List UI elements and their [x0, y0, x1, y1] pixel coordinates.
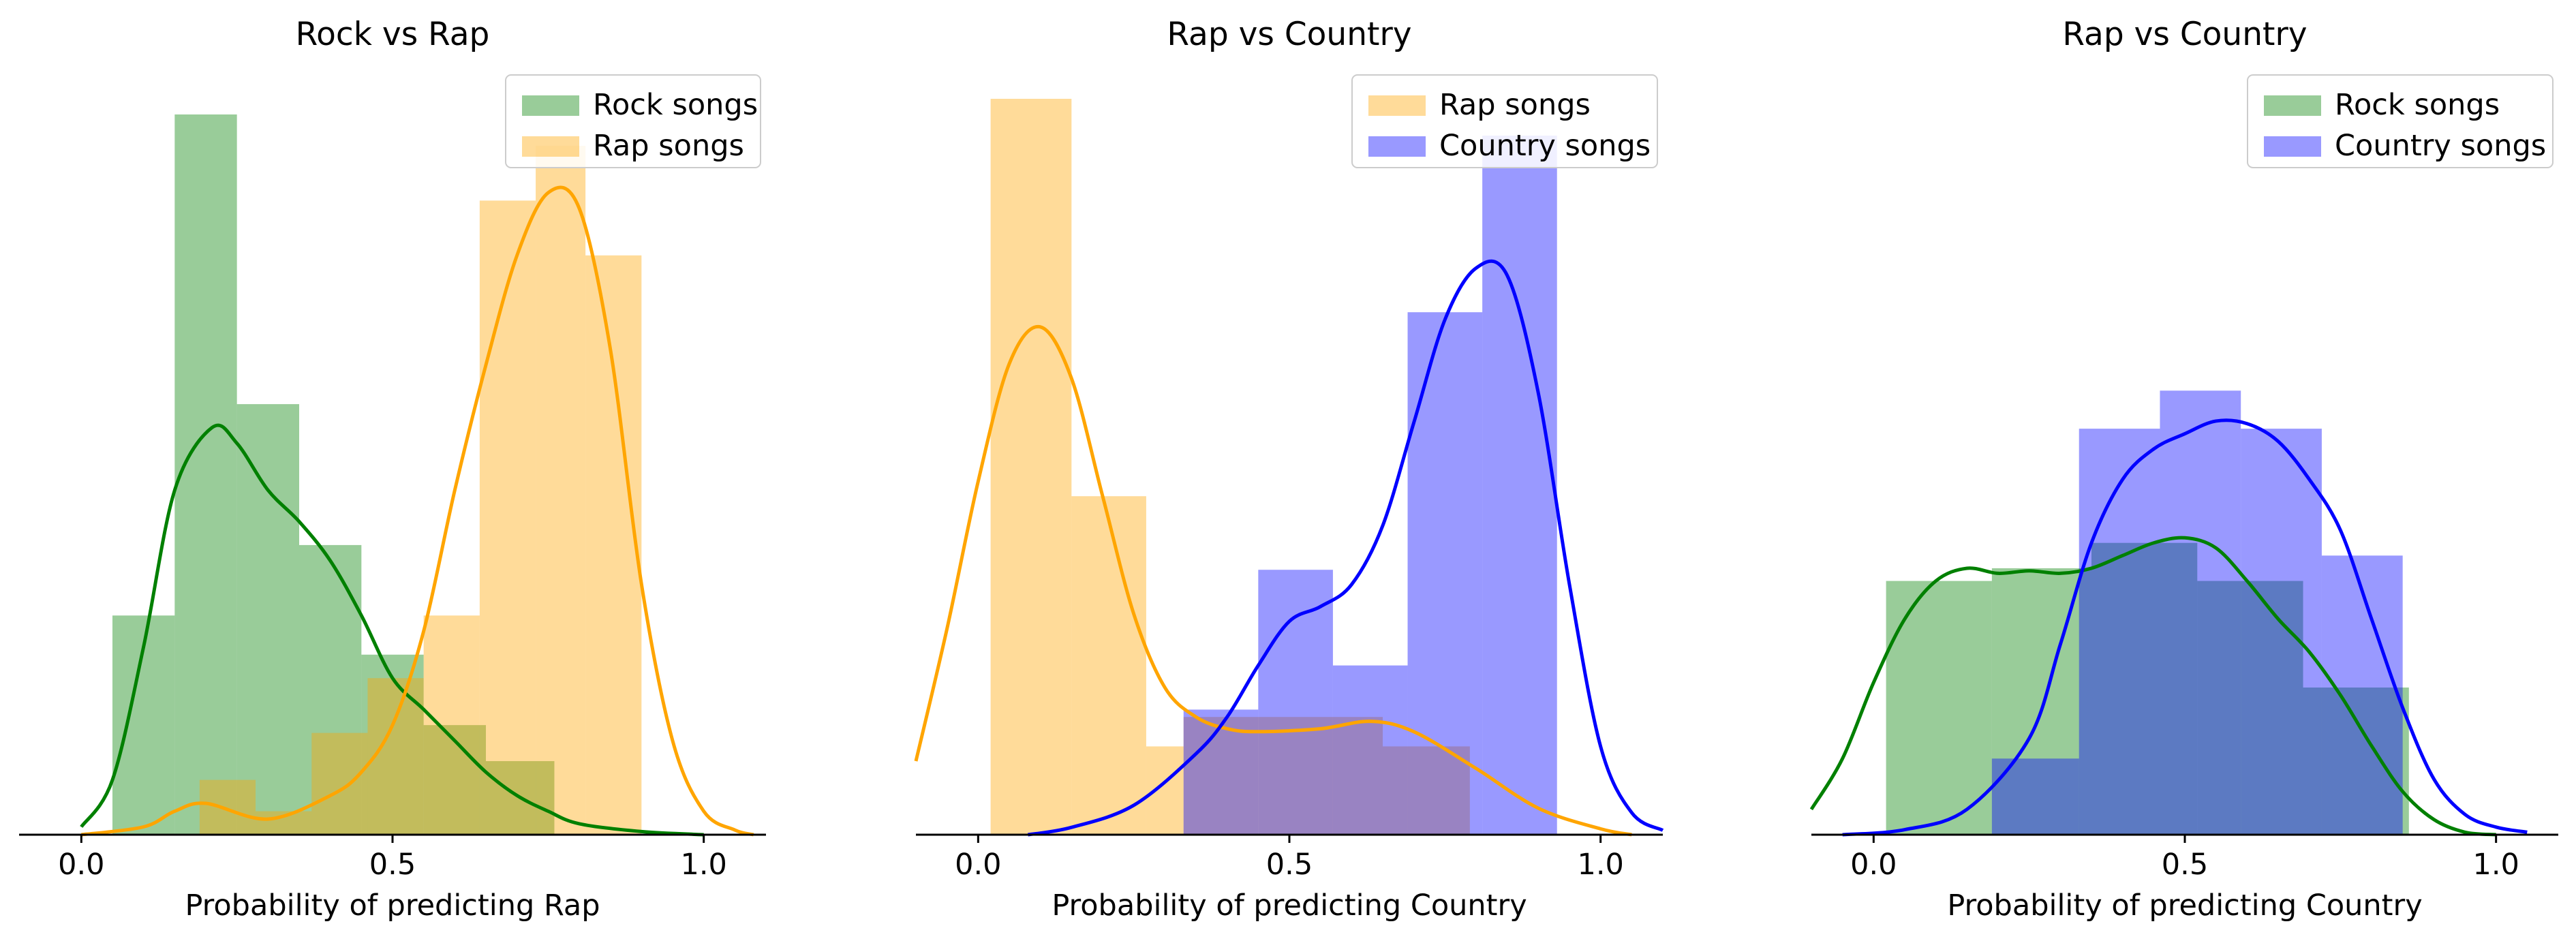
- hist-bar-1-3: [1407, 312, 1483, 835]
- x-tick-label: 0.0: [955, 848, 1001, 882]
- chart-title: Rock vs Rap: [296, 16, 490, 53]
- x-tick-label: 0.5: [369, 848, 416, 882]
- hist-bar-1-3: [367, 678, 424, 835]
- x-axis-label: Probability of predicting Country: [1947, 889, 2422, 923]
- legend-label: Country songs: [2335, 129, 2546, 163]
- chart-title: Rap vs Country: [1167, 16, 1411, 53]
- legend-label: Rap songs: [1439, 88, 1591, 122]
- hist-bar-1-3: [2241, 429, 2322, 835]
- hist-bar-0-1: [1071, 496, 1146, 835]
- x-tick-label: 0.0: [58, 848, 104, 882]
- x-tick-label: 1.0: [680, 848, 726, 882]
- legend: [1351, 74, 1658, 168]
- kde-line-1: [1027, 259, 1664, 837]
- legend-swatch: [522, 95, 579, 116]
- kde-line-1: [1842, 418, 2528, 837]
- hist-bar-1-5: [479, 200, 536, 835]
- hist-bar-0-1: [1991, 568, 2091, 835]
- x-tick-label: 1.0: [1577, 848, 1623, 882]
- hist-bar-0-2: [2091, 542, 2198, 835]
- hist-bar-1-0: [199, 780, 256, 835]
- hist-bar-1-0: [1991, 758, 2079, 835]
- hist-bar-0-5: [1383, 746, 1470, 835]
- kde-line-0: [914, 324, 1632, 837]
- hist-bar-1-1: [1258, 570, 1333, 835]
- kde-line-0: [80, 423, 704, 837]
- hist-bar-1-1: [2079, 429, 2160, 835]
- x-axis-label: Probability of predicting Rap: [185, 889, 600, 923]
- hist-bar-0-5: [423, 725, 486, 835]
- hist-bar-0-4: [2303, 688, 2409, 835]
- legend-label: Rock songs: [2335, 88, 2500, 122]
- hist-bar-0-0: [1886, 581, 1992, 835]
- chart-title: Rap vs Country: [2062, 16, 2307, 53]
- hist-bar-0-3: [2197, 581, 2303, 835]
- kde-line-0: [1809, 536, 2496, 837]
- hist-bar-0-4: [1258, 717, 1383, 835]
- legend-label: Country songs: [1439, 129, 1651, 163]
- hist-bar-1-4: [2321, 555, 2403, 835]
- hist-bar-0-2: [236, 404, 299, 835]
- x-tick-label: 0.5: [2162, 848, 2208, 882]
- legend: [505, 74, 761, 168]
- hist-bar-0-2: [1146, 746, 1184, 835]
- hist-bar-0-1: [174, 114, 237, 835]
- legend: [2247, 74, 2554, 168]
- legend-label: Rock songs: [593, 88, 758, 122]
- hist-bar-1-4: [1482, 136, 1557, 835]
- hist-bar-0-3: [1183, 717, 1259, 835]
- x-tick-label: 1.0: [2472, 848, 2519, 882]
- x-tick-label: 0.5: [1266, 848, 1313, 882]
- panel-rock-vs-country: Rap vs Country 0.0 0.5 1.0 Probability of pr…: [1809, 16, 2558, 923]
- legend-label: Rap songs: [593, 129, 744, 163]
- hist-bar-1-2: [1332, 665, 1408, 835]
- hist-bar-1-2: [2160, 390, 2241, 835]
- hist-bar-1-2: [311, 732, 368, 835]
- x-tick-label: 0.0: [1850, 848, 1897, 882]
- legend-swatch: [2264, 95, 2321, 116]
- x-axis-label: Probability of predicting Country: [1052, 889, 1527, 923]
- hist-bar-0-0: [990, 99, 1072, 835]
- legend-swatch: [522, 136, 579, 157]
- hist-bar-1-7: [585, 255, 642, 835]
- hist-bar-1-4: [423, 615, 480, 835]
- hist-bar-0-4: [361, 654, 424, 835]
- panel-rap-vs-country: Rap vs Country 0.0 0.5 1.0 Probability of pr…: [914, 16, 1664, 923]
- kde-line-1: [81, 185, 754, 837]
- hist-bar-1-6: [536, 145, 586, 835]
- legend-swatch: [2264, 136, 2321, 157]
- legend-swatch: [1368, 95, 1426, 116]
- panel-rock-vs-rap: Rock vs Rap 0.0 0.5 1.0 Probability of predi…: [19, 16, 766, 923]
- legend-swatch: [1368, 136, 1426, 157]
